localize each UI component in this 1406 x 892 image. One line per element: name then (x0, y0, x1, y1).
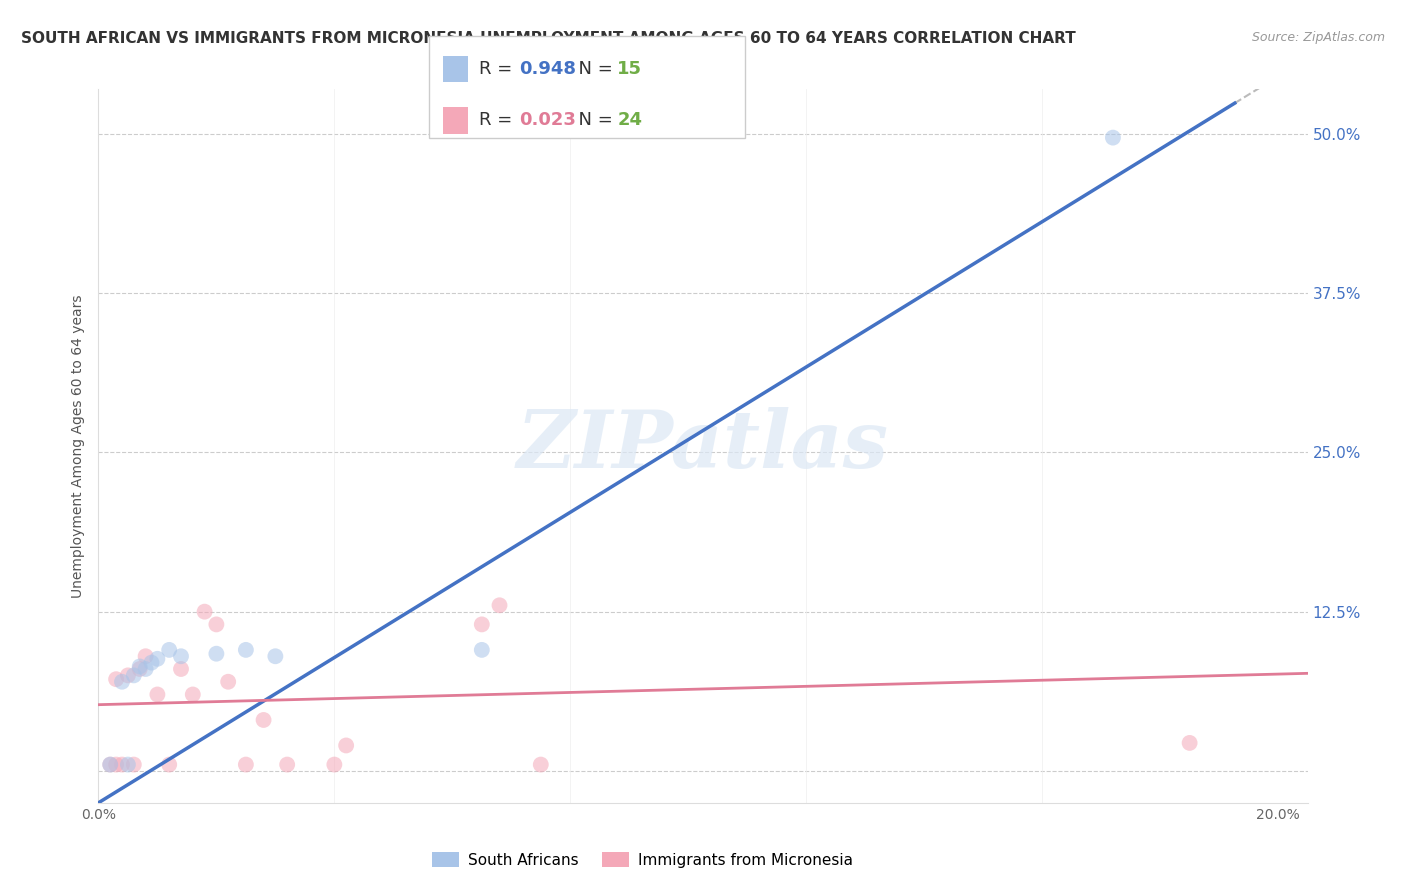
Point (1102, 130, 1125, 145)
Point (252, 713, 274, 727)
Point (205, 617, 228, 632)
Point (194, 605, 217, 619)
Point (117, 668, 139, 682)
Point (111, 674, 134, 689)
Text: R =: R = (479, 112, 519, 129)
Point (170, 662, 193, 676)
Point (128, 662, 150, 676)
Point (105, 757, 128, 772)
Point (146, 652, 169, 666)
Text: Source: ZipAtlas.com: Source: ZipAtlas.com (1251, 31, 1385, 45)
Y-axis label: Unemployment Among Ages 60 to 64 years: Unemployment Among Ages 60 to 64 years (72, 294, 86, 598)
Point (217, 674, 239, 689)
Point (235, 643, 257, 657)
Text: 24: 24 (617, 112, 643, 129)
Point (122, 757, 145, 772)
Text: N =: N = (567, 60, 619, 78)
Point (530, 757, 553, 772)
Point (98, 757, 121, 772)
Text: SOUTH AFRICAN VS IMMIGRANTS FROM MICRONESIA UNEMPLOYMENT AMONG AGES 60 TO 64 YEA: SOUTH AFRICAN VS IMMIGRANTS FROM MICRONE… (21, 31, 1076, 46)
Point (111, 757, 134, 772)
Legend: South Africans, Immigrants from Micronesia: South Africans, Immigrants from Micrones… (426, 846, 859, 873)
Text: ZIPatlas: ZIPatlas (517, 408, 889, 484)
Text: R =: R = (479, 60, 519, 78)
Point (264, 649, 287, 664)
Point (276, 757, 298, 772)
Point (98, 757, 121, 772)
Point (488, 599, 510, 613)
Point (105, 672, 128, 686)
Point (122, 668, 145, 682)
Point (157, 757, 180, 772)
Point (205, 647, 228, 661)
Point (170, 649, 193, 664)
Point (135, 662, 157, 676)
Point (471, 617, 494, 632)
Text: 0.948: 0.948 (519, 60, 576, 78)
Point (1178, 736, 1201, 750)
Point (471, 643, 494, 657)
Point (117, 757, 139, 772)
Point (135, 649, 157, 664)
Point (335, 739, 357, 753)
Point (323, 757, 346, 772)
Point (128, 659, 150, 673)
Point (181, 688, 204, 702)
Point (141, 656, 163, 670)
Text: 15: 15 (617, 60, 643, 78)
Point (235, 757, 257, 772)
Text: N =: N = (567, 112, 619, 129)
Point (146, 688, 169, 702)
Text: 0.023: 0.023 (519, 112, 575, 129)
Point (157, 643, 180, 657)
